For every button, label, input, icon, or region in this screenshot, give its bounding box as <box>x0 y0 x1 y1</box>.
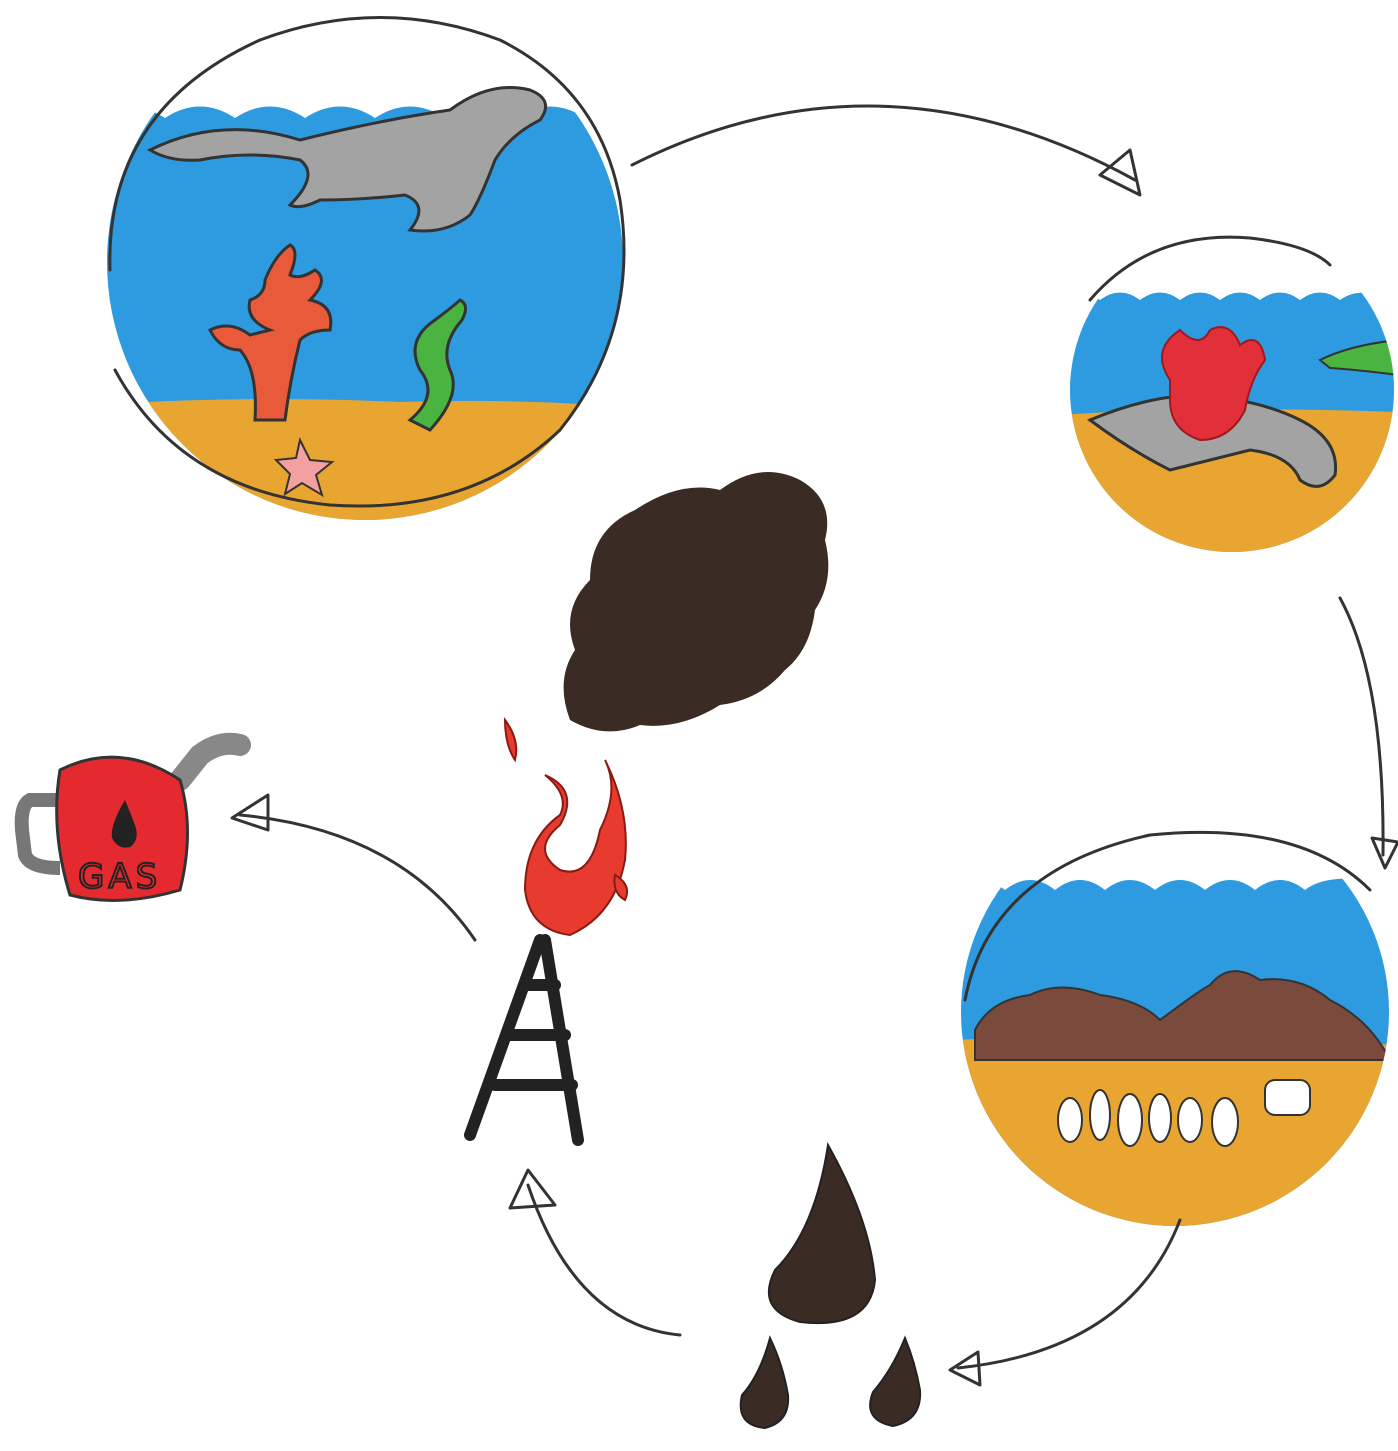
oil-formation-diagram: GAS <box>0 0 1398 1451</box>
scene-creature-dies <box>1060 237 1398 560</box>
oil-derrick <box>470 940 578 1140</box>
gas-can: GAS <box>22 744 240 901</box>
oil-drops <box>741 1145 920 1428</box>
gas-can-label: GAS <box>78 857 161 897</box>
smoke-cloud <box>564 472 829 731</box>
scene-living-sea <box>90 18 640 521</box>
flame <box>505 720 627 935</box>
scene-buried-remains <box>955 832 1395 1240</box>
